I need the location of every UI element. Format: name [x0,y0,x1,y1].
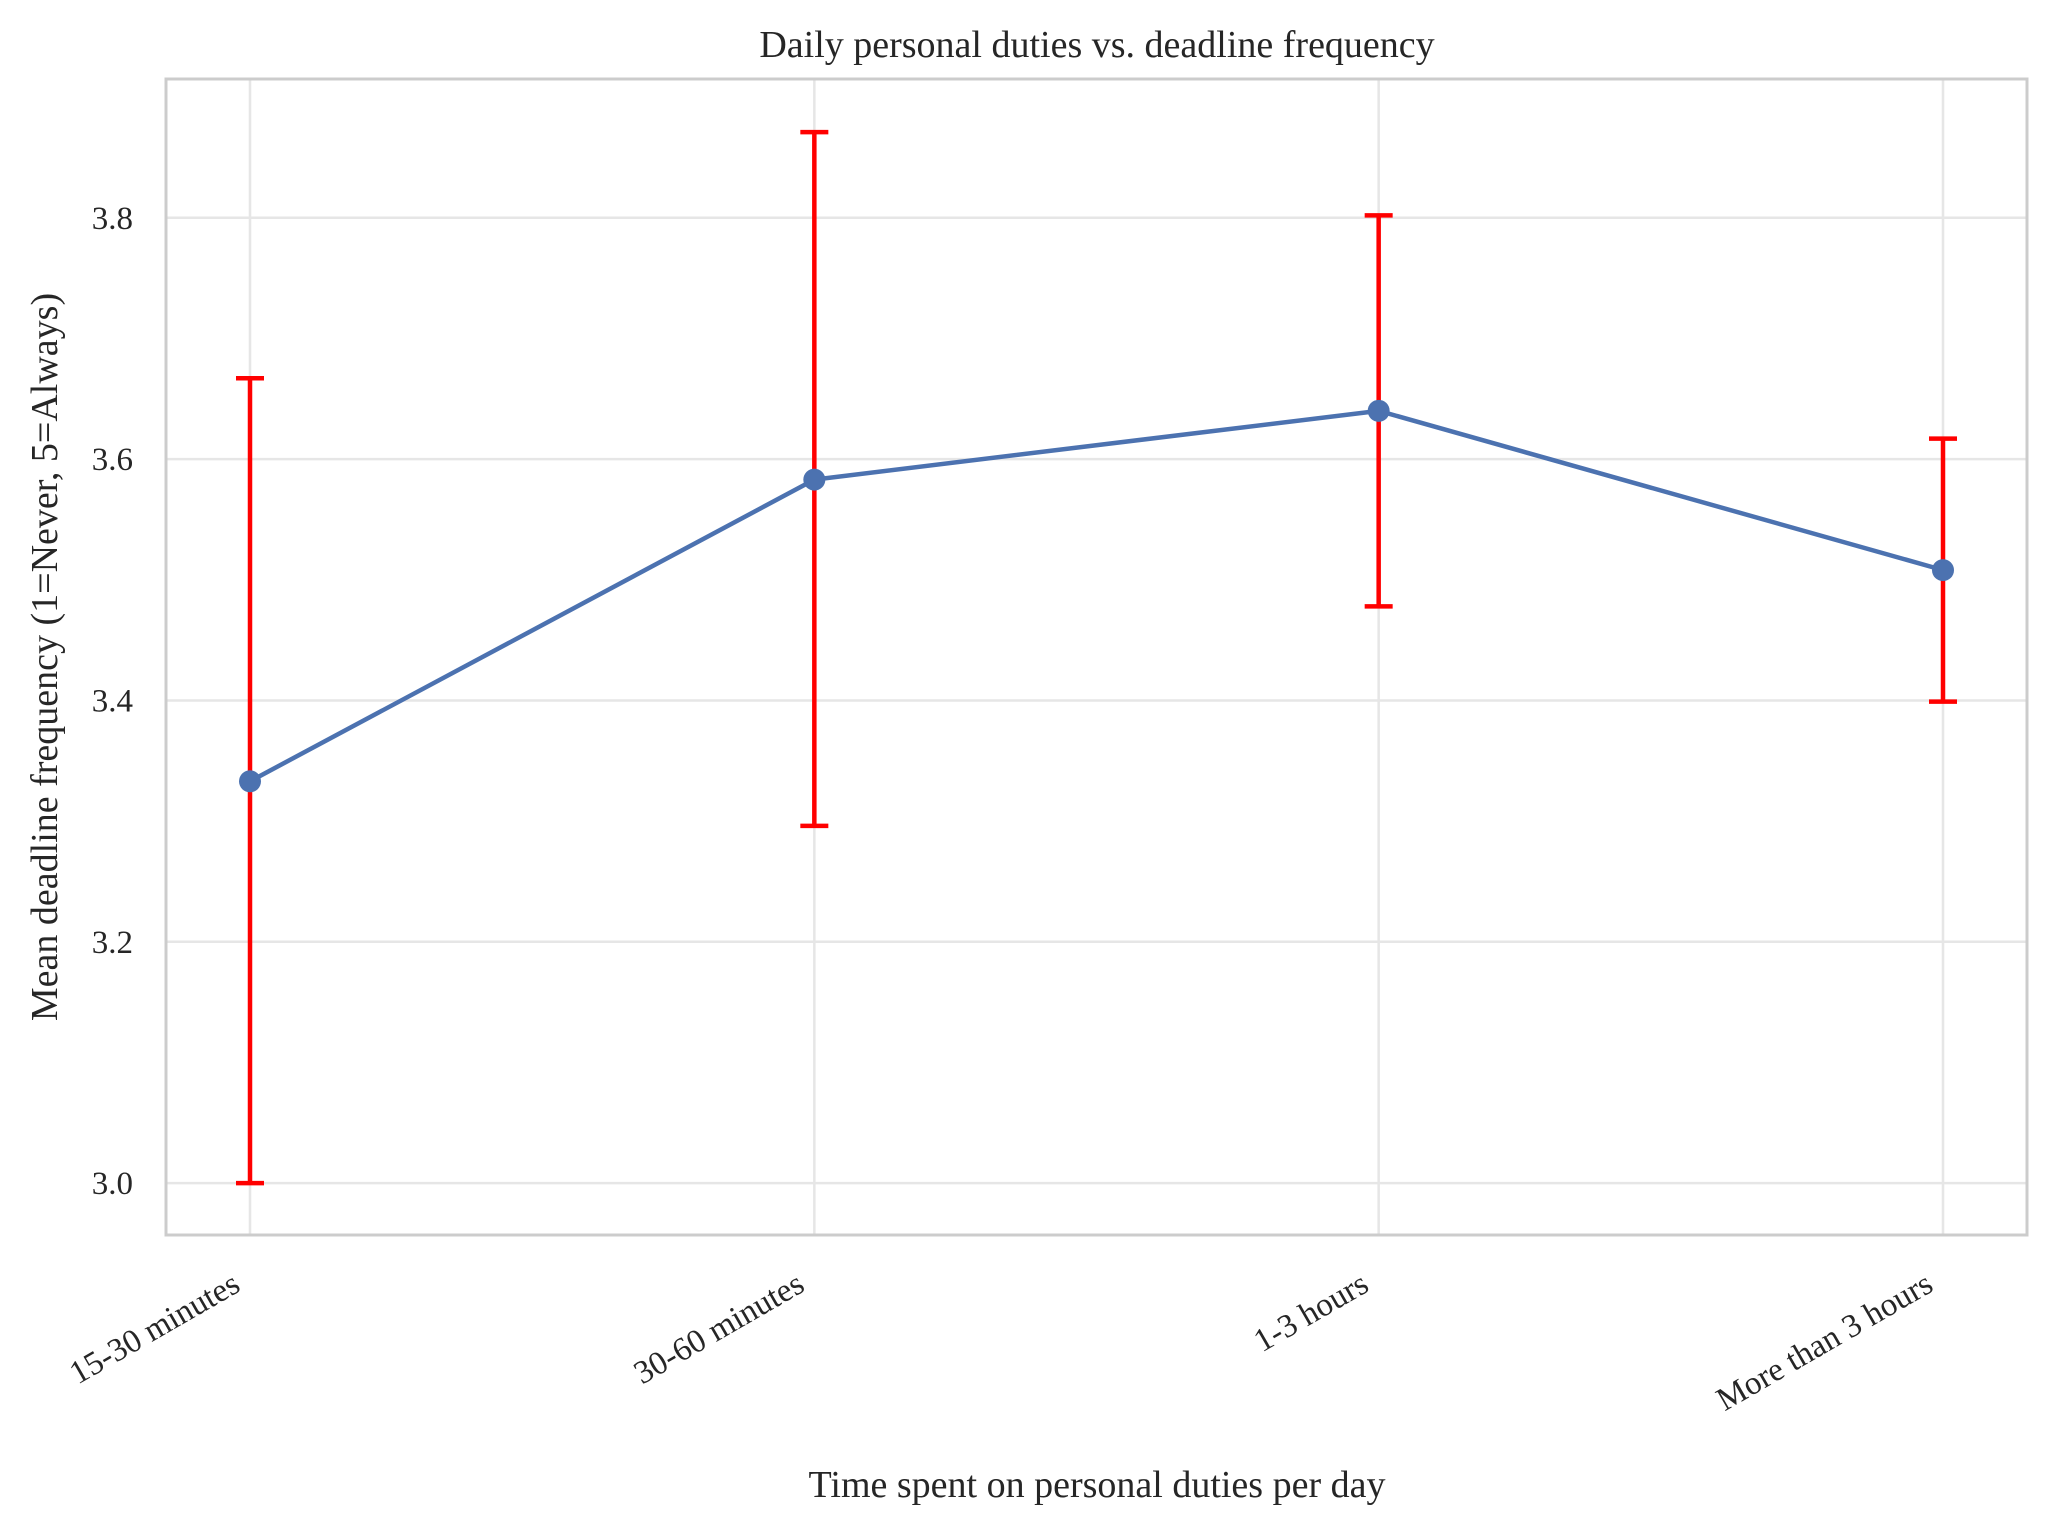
x-axis-label: Time spent on personal duties per day [809,1464,1386,1506]
chart-title: Daily personal duties vs. deadline frequ… [759,24,1434,66]
data-point [803,468,826,491]
y-tick-label: 3.0 [92,1166,133,1202]
data-point [1932,559,1954,582]
y-tick-label: 3.4 [92,683,133,719]
y-tick-label: 3.2 [92,925,133,961]
data-point [239,770,261,793]
y-tick-label: 3.8 [92,201,133,237]
plot-area-frame [164,77,2029,1237]
series-line [247,408,1946,784]
data-point [1367,399,1390,422]
data-points [239,399,1954,793]
series-polyline [247,408,1946,784]
y-axis-label: Mean deadline frequency (1=Never, 5=Alwa… [24,293,66,1021]
y-tick-label: 3.6 [92,442,133,478]
